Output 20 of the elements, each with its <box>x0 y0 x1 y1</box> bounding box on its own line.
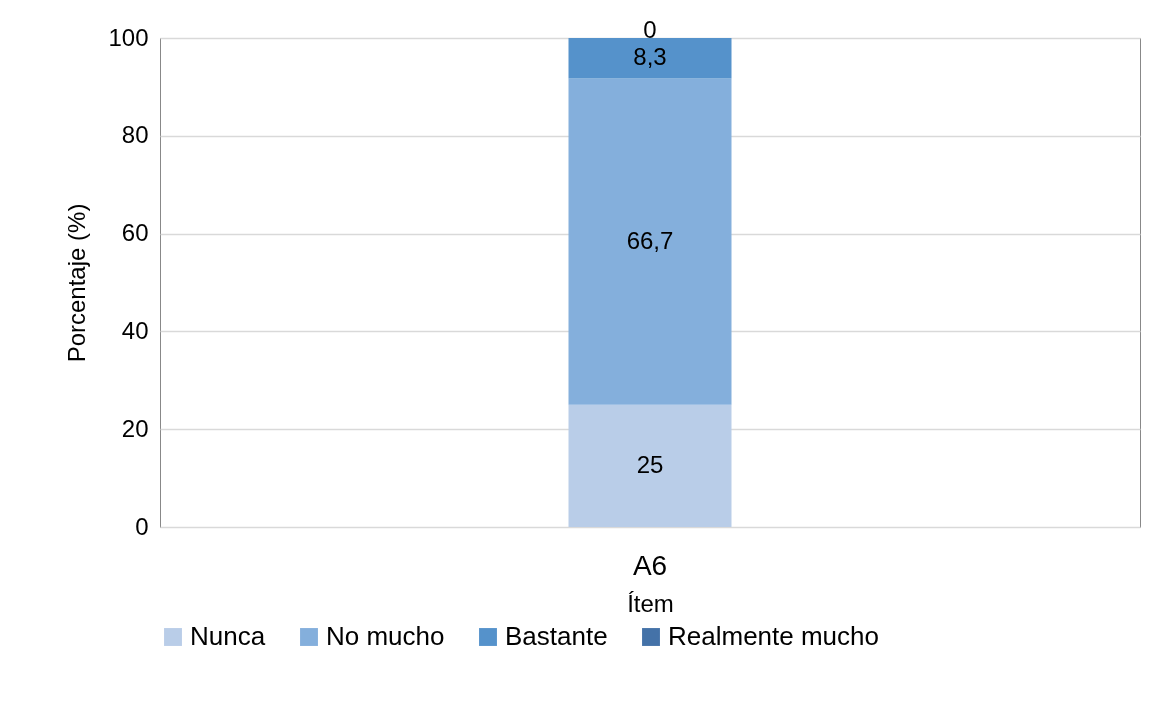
y-tick-label: 0 <box>135 512 149 540</box>
bar <box>568 38 732 79</box>
y-tick-label: 60 <box>121 219 149 247</box>
data-label: 25 <box>636 450 664 478</box>
legend-label: No mucho <box>326 621 445 651</box>
y-axis-title: Porcentaje (%) <box>63 203 91 363</box>
x-axis-title: Ítem <box>627 589 674 617</box>
y-tick-label: 80 <box>121 121 149 149</box>
data-label: 66,7 <box>626 226 674 254</box>
y-tick-label: 40 <box>121 316 149 344</box>
x-tick-label: A6 <box>632 549 668 581</box>
data-label: 0 <box>643 15 657 43</box>
bar <box>568 78 732 405</box>
legend-label: Realmente mucho <box>668 621 879 651</box>
legend-label: Bastante <box>505 621 608 651</box>
y-tick-label: 100 <box>108 23 149 51</box>
data-label: 8,3 <box>633 43 667 71</box>
y-tick-label: 20 <box>121 414 149 442</box>
bar <box>568 404 732 527</box>
legend-label: Nunca <box>190 621 266 651</box>
